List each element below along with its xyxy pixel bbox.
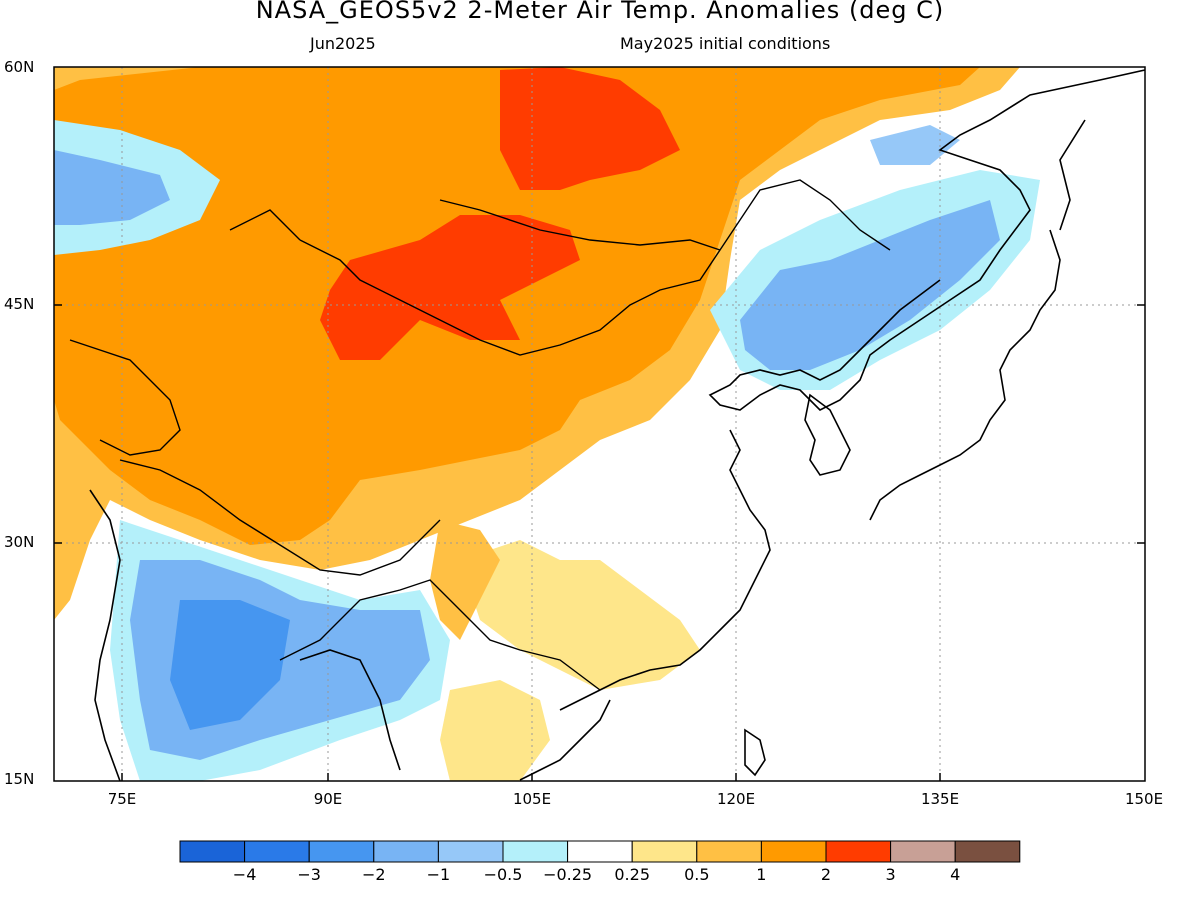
anomaly-region-cool-nw-2 bbox=[54, 150, 170, 225]
colorbar-swatch bbox=[502, 840, 569, 863]
lon-label-90e: 90E bbox=[313, 790, 343, 808]
colorbar-label: −4 bbox=[233, 865, 257, 884]
lat-label-60n: 60N bbox=[4, 58, 35, 76]
colorbar-label: 2 bbox=[821, 865, 831, 884]
colorbar-swatch bbox=[308, 840, 375, 863]
anomaly-region-cool-2 bbox=[740, 200, 1000, 370]
anomaly-region-cool-3 bbox=[870, 125, 960, 165]
colorbar-label: 0.25 bbox=[614, 865, 650, 884]
colorbar-swatch bbox=[631, 840, 698, 863]
map-gridlines bbox=[54, 67, 1145, 781]
lon-label-105e: 105E bbox=[512, 790, 552, 808]
colorbar-label: 4 bbox=[950, 865, 960, 884]
lon-label-150e: 150E bbox=[1124, 790, 1164, 808]
anomaly-region-hot-2 bbox=[320, 215, 580, 360]
lat-label-15n: 15N bbox=[4, 770, 35, 788]
colorbar-swatch bbox=[373, 840, 439, 863]
country-borders bbox=[69, 179, 891, 691]
colorbar-swatch bbox=[760, 840, 827, 863]
colorbar-label: −2 bbox=[362, 865, 386, 884]
anomaly-region-warm-sw bbox=[430, 520, 500, 640]
colorbar-label: 1 bbox=[756, 865, 766, 884]
anomaly-field bbox=[54, 67, 1145, 781]
colorbar-swatch bbox=[567, 840, 633, 863]
anomaly-region-hot-1 bbox=[500, 67, 680, 190]
colorbar-swatch bbox=[437, 840, 504, 863]
colorbar-swatch bbox=[179, 840, 246, 863]
colorbar-label: −3 bbox=[297, 865, 321, 884]
colorbar-swatch bbox=[890, 840, 956, 863]
lon-label-75e: 75E bbox=[107, 790, 137, 808]
colorbar-swatch bbox=[825, 840, 892, 863]
map-ticks bbox=[54, 304, 1145, 781]
colorbar-swatch bbox=[954, 840, 1021, 863]
map-title: NASA_GEOS5v2 2-Meter Air Temp. Anomalies… bbox=[255, 0, 945, 24]
map-frame bbox=[53, 66, 1146, 782]
colorbar-swatch bbox=[696, 840, 762, 863]
subtitle-init: May2025 initial conditions bbox=[620, 34, 831, 53]
lon-label-120e: 120E bbox=[716, 790, 756, 808]
lat-label-30n: 30N bbox=[4, 533, 35, 551]
colorbar-label: 3 bbox=[886, 865, 896, 884]
colorbar: −4 −3 −2 −1 −0.5 −0.25 0.25 0.5 1 2 3 4 bbox=[179, 840, 1021, 884]
anomaly-region-warm-2 bbox=[54, 67, 980, 545]
lat-label-45n: 45N bbox=[4, 295, 35, 313]
anomaly-region-warm-se bbox=[460, 540, 700, 690]
colorbar-swatch bbox=[244, 840, 310, 863]
subtitle-month: Jun2025 bbox=[310, 34, 376, 53]
anomaly-region-cool-south-3 bbox=[170, 600, 290, 730]
colorbar-label: −0.25 bbox=[543, 865, 592, 884]
lon-label-135e: 135E bbox=[920, 790, 960, 808]
coastlines bbox=[89, 69, 1145, 781]
colorbar-label: −1 bbox=[427, 865, 451, 884]
anomaly-region-warm-indochina bbox=[440, 680, 550, 781]
colorbar-label: −0.5 bbox=[484, 865, 523, 884]
colorbar-label: 0.5 bbox=[684, 865, 709, 884]
